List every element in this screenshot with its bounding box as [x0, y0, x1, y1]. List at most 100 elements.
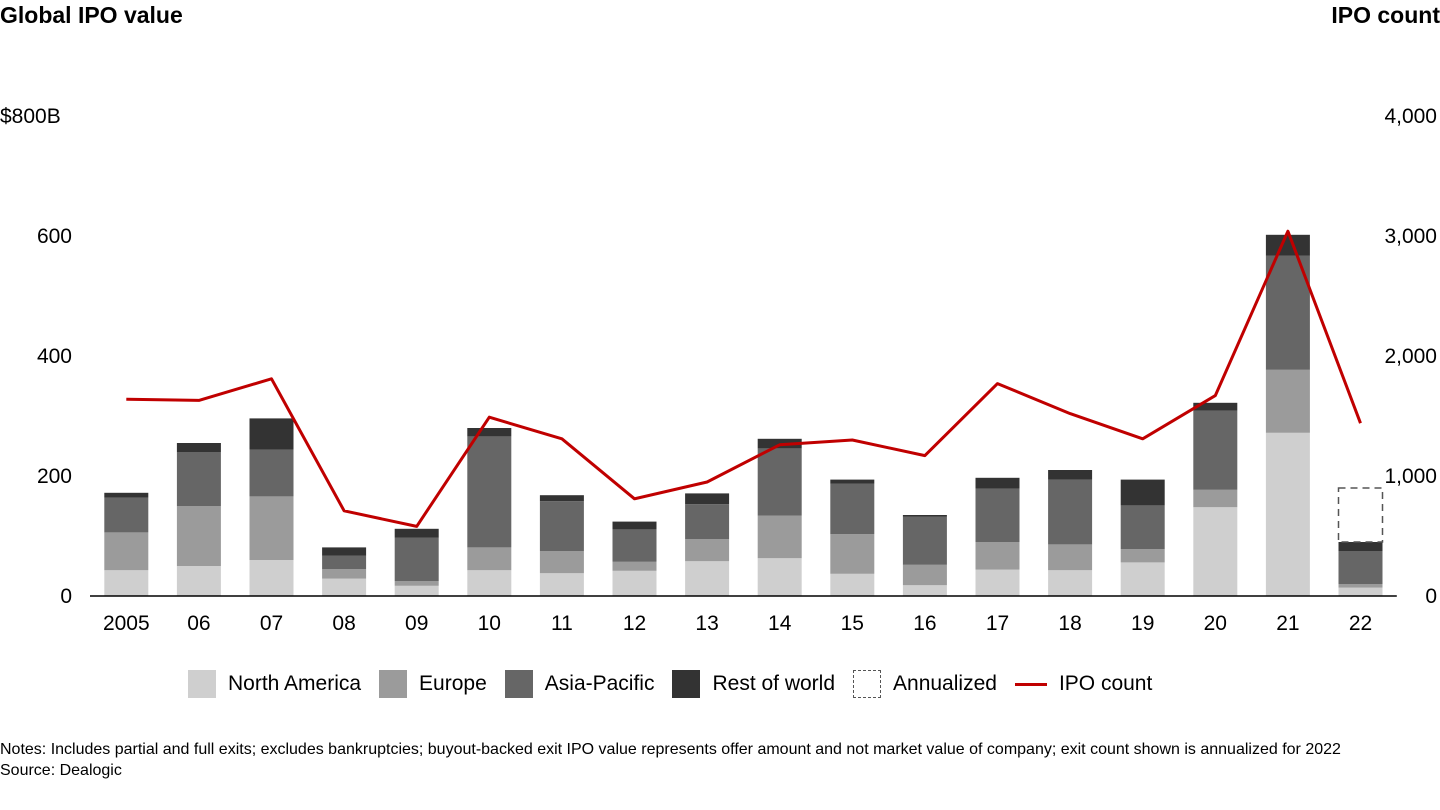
right-axis-title: IPO count — [1331, 2, 1440, 28]
x-tick-label: 09 — [405, 612, 428, 635]
legend-item-ipo-count: IPO count — [1014, 672, 1153, 696]
chart-notes: Notes: Includes partial and full exits; … — [0, 739, 1440, 781]
bar-segment-europe — [757, 515, 802, 559]
bar-segment-asia-pacific — [249, 449, 294, 497]
x-tick-label: 2005 — [103, 612, 150, 635]
annualized-box — [1337, 487, 1384, 543]
left-tick-label: 400 — [37, 345, 72, 368]
x-tick-label: 21 — [1276, 612, 1299, 635]
x-tick-label: 10 — [478, 612, 501, 635]
bar-segment-north-america — [902, 585, 947, 596]
left-tick-label: 0 — [60, 585, 72, 608]
bar-segment-asia-pacific — [975, 488, 1020, 542]
legend-swatch-dashed — [853, 670, 882, 698]
x-tick-label: 18 — [1058, 612, 1081, 635]
bar-segment-europe — [539, 551, 584, 574]
bar-segment-europe — [830, 534, 875, 574]
legend-swatch — [672, 670, 701, 698]
x-tick-label: 15 — [841, 612, 864, 635]
legend-swatch — [504, 670, 533, 698]
bar-segment-rest-of-world — [176, 443, 221, 452]
bar-segment-asia-pacific — [322, 555, 367, 569]
legend-label: Annualized — [893, 672, 997, 695]
bar-segment-europe — [1193, 489, 1238, 508]
bar-segment-asia-pacific — [830, 483, 875, 535]
bar-segment-europe — [394, 581, 439, 586]
x-tick-label: 13 — [695, 612, 718, 635]
bar-segment-asia-pacific — [1048, 479, 1093, 545]
left-tick-label: 200 — [37, 465, 72, 488]
legend-label: Europe — [419, 672, 487, 695]
bar-segment-rest-of-world — [902, 515, 947, 517]
ipo-chart: 0 200 400 600 $800B 0 1,000 2,000 3,000 4,000 20… — [0, 105, 1437, 635]
legend-item-europe: Europe — [379, 670, 487, 698]
legend: North America Europe Asia-Pacific Rest o… — [188, 670, 1170, 698]
x-tick-label: 16 — [913, 612, 936, 635]
bar-segment-rest-of-world — [1120, 479, 1165, 506]
bar-segment-europe — [104, 532, 149, 571]
legend-label: IPO count — [1058, 672, 1153, 695]
bar-segment-rest-of-world — [249, 418, 294, 450]
bar-segment-north-america — [322, 578, 367, 596]
left-tick-label: 600 — [37, 225, 72, 248]
bar-segment-north-america — [104, 570, 149, 596]
bar-segment-asia-pacific — [394, 537, 439, 581]
bar-segment-asia-pacific — [467, 436, 512, 548]
legend-label: North America — [228, 672, 362, 695]
bar-segment-rest-of-world — [322, 547, 367, 556]
bar-segment-north-america — [975, 569, 1020, 596]
bar-segment-asia-pacific — [1265, 255, 1310, 370]
x-tick-label: 22 — [1349, 612, 1372, 635]
bar-segment-asia-pacific — [1338, 551, 1383, 584]
bar-segment-europe — [975, 542, 1020, 570]
x-tick-label: 08 — [332, 612, 355, 635]
bar-segment-europe — [1048, 544, 1093, 571]
bar-segment-rest-of-world — [1338, 542, 1383, 551]
x-tick-label: 06 — [187, 612, 210, 635]
bar-segment-north-america — [467, 570, 512, 596]
bar-segment-rest-of-world — [1193, 402, 1238, 411]
x-tick-label: 12 — [623, 612, 646, 635]
bar-segment-north-america — [1265, 432, 1310, 596]
bar-segment-north-america — [1338, 587, 1383, 596]
x-tick-label: 19 — [1131, 612, 1154, 635]
bar-segment-north-america — [1193, 507, 1238, 596]
bar-segment-asia-pacific — [1120, 505, 1165, 550]
bar-segment-europe — [1120, 549, 1165, 563]
legend-item-annualized: Annualized — [853, 670, 997, 698]
legend-swatch — [379, 670, 408, 698]
bar-segment-rest-of-world — [830, 479, 875, 484]
bar-segment-north-america — [685, 561, 730, 596]
right-tick-label: 0 — [1425, 585, 1437, 608]
bar-segment-europe — [249, 496, 294, 560]
bar-segment-north-america — [176, 566, 221, 596]
x-axis-ticks: 2005 06 07 08 09 10 11 12 13 14 15 16 17 18 19 20 21 22 — [103, 612, 1372, 635]
bar-segment-north-america — [757, 558, 802, 596]
x-tick-label: 07 — [260, 612, 283, 635]
bar-segment-europe — [467, 547, 512, 571]
bar-segment-europe — [1265, 369, 1310, 433]
legend-label: Asia-Pacific — [544, 672, 655, 695]
bar-segment-rest-of-world — [685, 493, 730, 505]
stacked-bars — [104, 234, 1383, 596]
annualized-bars — [1337, 487, 1384, 543]
bar-segment-rest-of-world — [394, 528, 439, 538]
bar-segment-asia-pacific — [685, 504, 730, 539]
right-tick-label: 2,000 — [1384, 345, 1437, 368]
bar-segment-europe — [176, 506, 221, 566]
bar-segment-asia-pacific — [757, 448, 802, 516]
bar-segment-rest-of-world — [539, 495, 584, 502]
notes-text: Notes: Includes partial and full exits; … — [0, 741, 1341, 758]
bar-segment-rest-of-world — [467, 428, 512, 437]
bar-segment-north-america — [612, 570, 657, 596]
bar-segment-rest-of-world — [1048, 470, 1093, 480]
x-tick-label: 20 — [1204, 612, 1227, 635]
right-tick-label: 1,000 — [1384, 465, 1437, 488]
bar-segment-asia-pacific — [176, 452, 221, 506]
bar-segment-north-america — [830, 573, 875, 596]
legend-item-rest-of-world: Rest of world — [672, 670, 835, 698]
legend-item-asia-pacific: Asia-Pacific — [504, 670, 655, 698]
source-text: Source: Dealogic — [0, 762, 122, 779]
bar-segment-north-america — [539, 573, 584, 596]
bar-segment-europe — [1338, 584, 1383, 588]
